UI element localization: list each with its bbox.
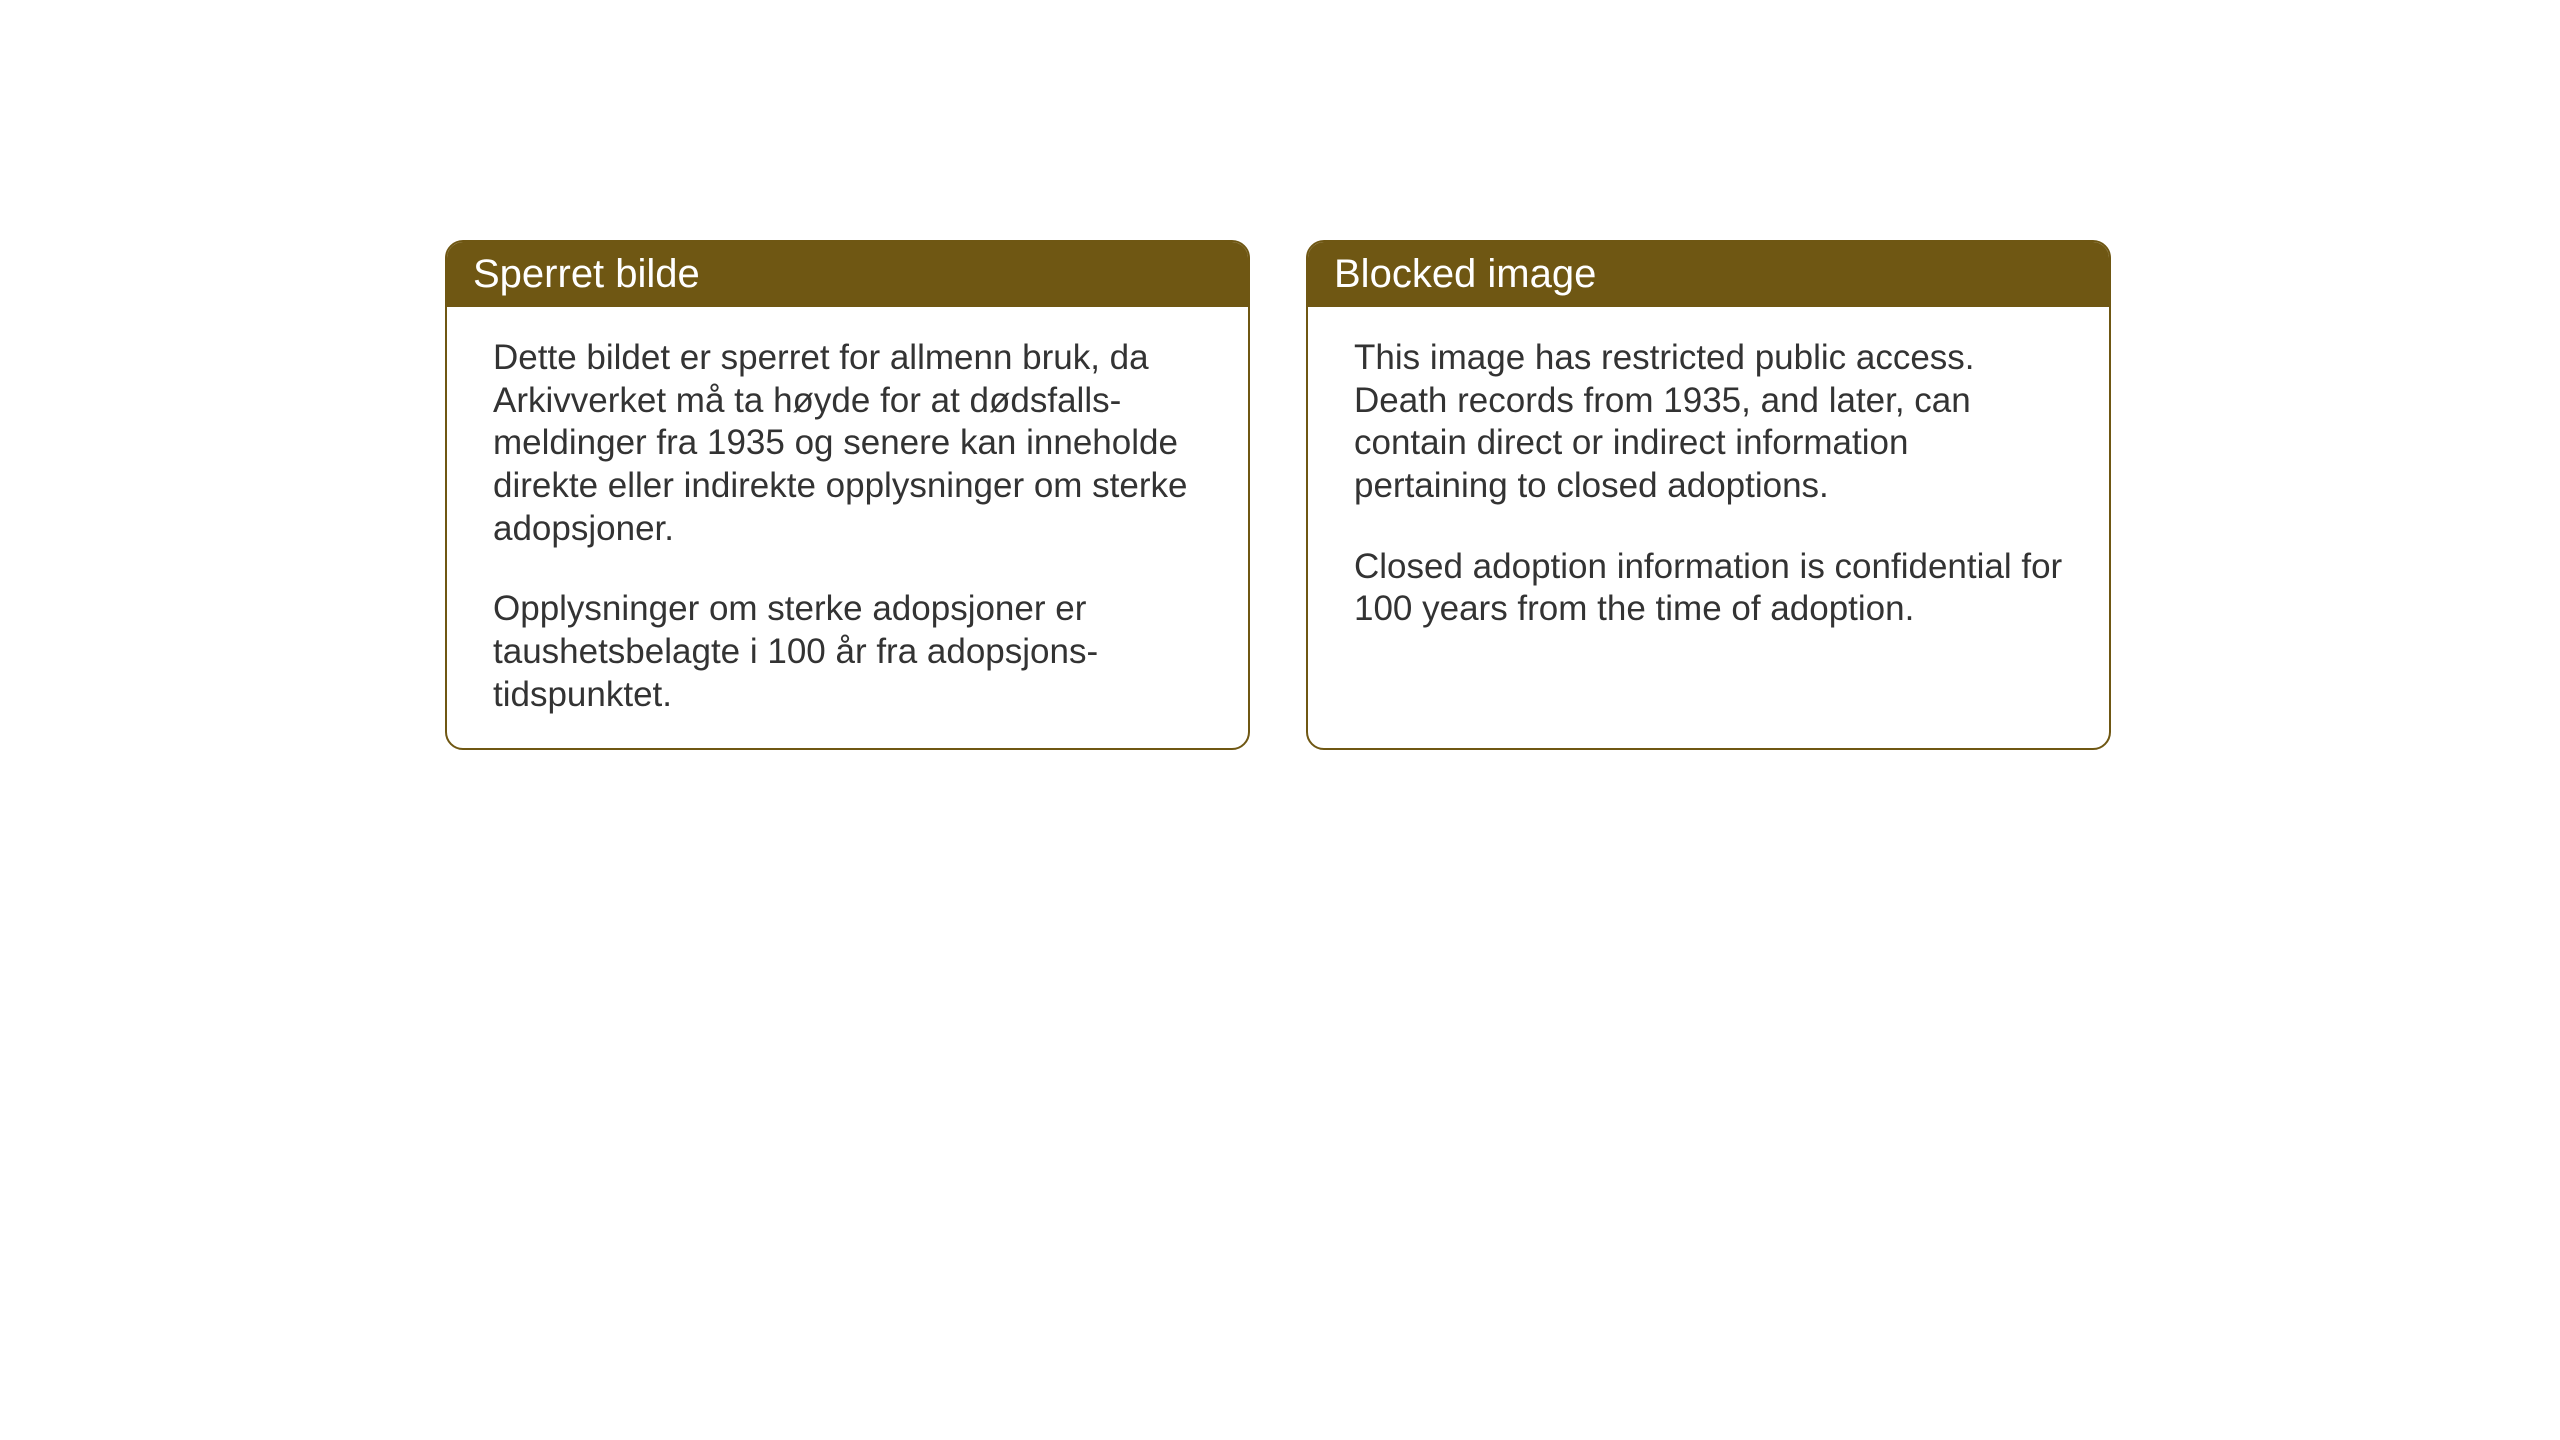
notice-cards-container: Sperret bilde Dette bildet er sperret fo… — [445, 240, 2111, 750]
card-title-norwegian: Sperret bilde — [473, 252, 700, 296]
card-body-english: This image has restricted public access.… — [1308, 307, 2109, 671]
card-header-english: Blocked image — [1308, 242, 2109, 307]
card-paragraph-1-english: This image has restricted public access.… — [1354, 337, 2063, 508]
card-body-norwegian: Dette bildet er sperret for allmenn bruk… — [447, 307, 1248, 750]
card-header-norwegian: Sperret bilde — [447, 242, 1248, 307]
card-paragraph-2-norwegian: Opplysninger om sterke adopsjoner er tau… — [493, 588, 1202, 716]
card-title-english: Blocked image — [1334, 252, 1596, 296]
card-paragraph-2-english: Closed adoption information is confident… — [1354, 546, 2063, 631]
card-paragraph-1-norwegian: Dette bildet er sperret for allmenn bruk… — [493, 337, 1202, 550]
blocked-notice-card-norwegian: Sperret bilde Dette bildet er sperret fo… — [445, 240, 1250, 750]
blocked-notice-card-english: Blocked image This image has restricted … — [1306, 240, 2111, 750]
